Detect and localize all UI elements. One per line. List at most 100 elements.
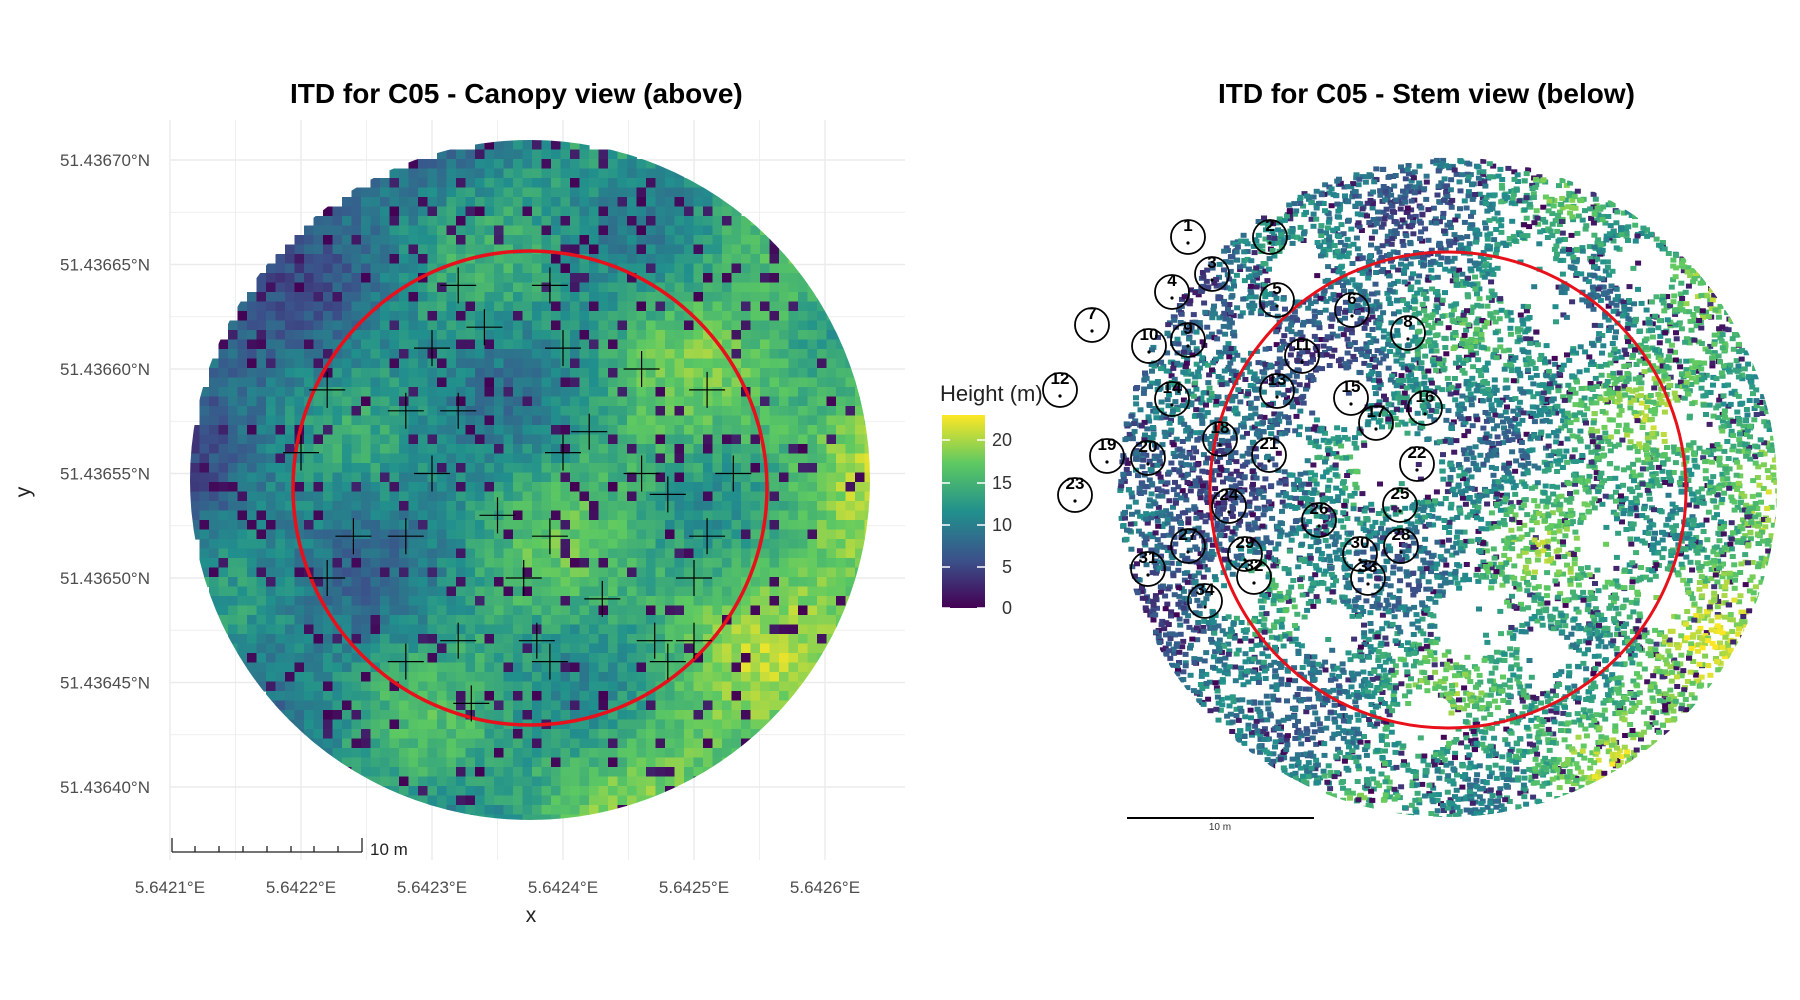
raster-cell	[218, 586, 229, 597]
raster-cell	[418, 662, 429, 673]
raster-cell	[646, 444, 657, 455]
raster-cell	[389, 263, 400, 274]
raster-cell	[769, 539, 780, 550]
raster-cell	[864, 396, 870, 407]
tree-top-marker	[531, 643, 568, 680]
raster-cell	[864, 501, 870, 512]
raster-cell	[598, 529, 609, 540]
raster-cell	[703, 434, 714, 445]
raster-cell	[579, 187, 590, 198]
raster-cell	[294, 586, 305, 597]
raster-cell	[484, 187, 495, 198]
stem-cloud-point	[1326, 190, 1333, 196]
raster-cell	[361, 263, 372, 274]
raster-cell	[551, 567, 562, 578]
raster-cell	[503, 596, 514, 607]
raster-cell	[399, 539, 410, 550]
raster-cell	[712, 244, 723, 255]
raster-cell	[237, 567, 248, 578]
raster-cell	[446, 263, 457, 274]
raster-cell	[551, 691, 562, 702]
raster-cell	[636, 548, 647, 559]
raster-cell	[484, 786, 495, 797]
raster-cell	[684, 444, 695, 455]
raster-cell	[750, 320, 761, 331]
raster-cell	[513, 187, 524, 198]
raster-cell	[266, 567, 277, 578]
legend-ticks	[942, 439, 985, 609]
raster-cell	[722, 501, 733, 512]
raster-cell	[779, 311, 790, 322]
raster-cell	[237, 529, 248, 540]
stem-cloud-point	[1553, 433, 1560, 439]
raster-cell	[608, 472, 619, 483]
raster-cell	[389, 282, 400, 293]
stem-cloud-point	[1338, 518, 1344, 524]
raster-cell	[361, 567, 372, 578]
raster-cell	[731, 748, 742, 759]
raster-cell	[570, 472, 581, 483]
raster-cell	[408, 482, 419, 493]
raster-cell	[304, 254, 315, 265]
raster-cell	[798, 586, 809, 597]
raster-cell	[342, 244, 353, 255]
raster-cell	[589, 301, 600, 312]
raster-cell	[826, 615, 837, 626]
raster-cell	[513, 605, 524, 616]
raster-cell	[522, 339, 533, 350]
raster-cell	[446, 491, 457, 502]
raster-cell	[560, 301, 571, 312]
raster-cell	[674, 453, 685, 464]
stem-cloud-point	[1549, 483, 1556, 489]
raster-cell	[494, 738, 505, 749]
raster-cell	[560, 282, 571, 293]
raster-cell	[589, 197, 600, 208]
raster-cell	[446, 719, 457, 730]
raster-cell	[570, 548, 581, 559]
stem-cloud-point	[1385, 241, 1392, 247]
raster-cell	[845, 605, 856, 616]
raster-cell	[617, 501, 628, 512]
raster-cell	[636, 643, 647, 654]
raster-cell	[484, 225, 495, 236]
stem-cloud-point	[1566, 190, 1573, 196]
raster-cell	[342, 396, 353, 407]
raster-cell	[589, 634, 600, 645]
raster-cell	[731, 653, 742, 664]
raster-cell	[684, 767, 695, 778]
raster-cell	[769, 700, 780, 711]
raster-cell	[674, 710, 685, 721]
raster-cell	[636, 225, 647, 236]
raster-cell	[465, 643, 476, 654]
raster-cell	[826, 453, 837, 464]
raster-cell	[741, 406, 752, 417]
stem-cloud-point	[1401, 220, 1408, 226]
raster-cell	[627, 757, 638, 768]
raster-cell	[589, 719, 600, 730]
raster-cell	[522, 662, 533, 673]
stem-cloud-point	[1451, 240, 1458, 246]
raster-cell	[399, 187, 410, 198]
raster-cell	[332, 377, 343, 388]
raster-cell	[589, 662, 600, 673]
raster-cell	[456, 729, 467, 740]
raster-cell	[266, 501, 277, 512]
raster-cell	[494, 434, 505, 445]
raster-cell	[655, 634, 666, 645]
stem-cloud-point	[1498, 765, 1505, 771]
raster-cell	[294, 406, 305, 417]
raster-cell	[760, 235, 771, 246]
raster-cell	[598, 662, 609, 673]
raster-cell	[503, 577, 514, 588]
raster-cell	[741, 643, 752, 654]
raster-cell	[712, 757, 723, 768]
raster-cell	[323, 529, 334, 540]
raster-cell	[674, 311, 685, 322]
raster-cell	[523, 824, 533, 834]
raster-cell	[199, 491, 210, 502]
stem-cloud-point	[1595, 775, 1602, 781]
raster-cell	[722, 700, 733, 711]
raster-cell	[598, 282, 609, 293]
raster-cell	[589, 263, 600, 274]
raster-cell	[342, 767, 353, 778]
